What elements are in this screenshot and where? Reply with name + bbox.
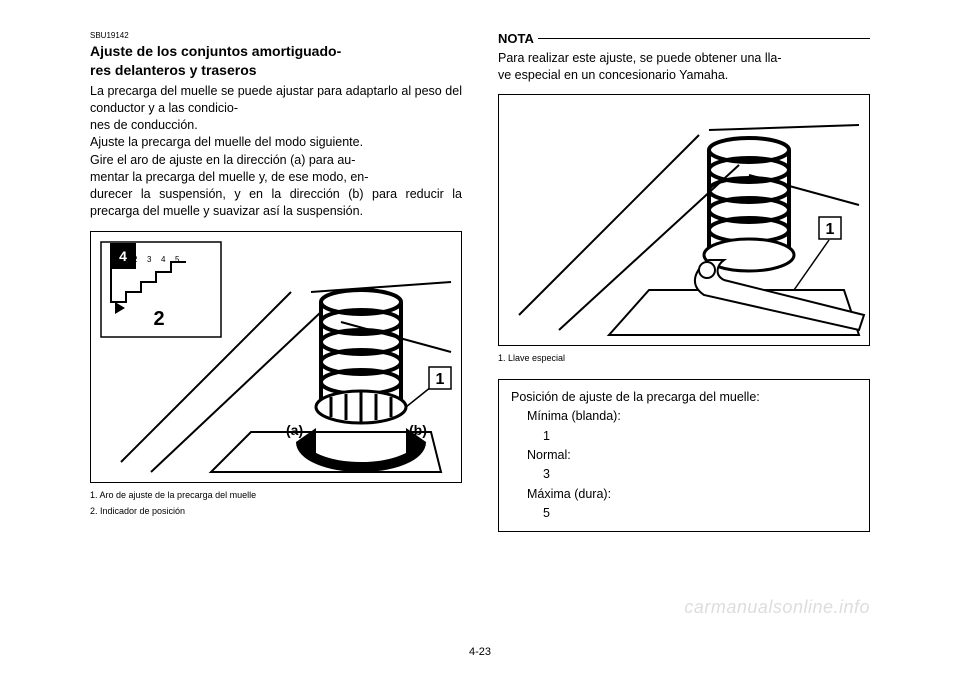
spec-box: Posición de ajuste de la precarga del mu… xyxy=(498,379,870,533)
page-number: 4-23 xyxy=(0,646,960,658)
watermark: carmanualsonline.info xyxy=(684,597,870,618)
paragraph: La precarga del muelle se puede ajustar … xyxy=(90,83,462,135)
spec-row-label: Mínima (blanda): xyxy=(527,407,857,426)
section-title: Ajuste de los conjuntos amortiguado- res… xyxy=(90,42,462,81)
doc-id: SBU19142 xyxy=(90,30,462,41)
paragraph: Ajuste la precarga del muelle del modo s… xyxy=(90,134,462,151)
svg-text:5: 5 xyxy=(175,255,180,264)
section-tab: 4 xyxy=(110,243,136,269)
svg-text:(b): (b) xyxy=(409,422,427,438)
spec-row-label: Máxima (dura): xyxy=(527,485,857,504)
special-wrench-illustration: 1 xyxy=(498,94,870,346)
spec-row-value: 3 xyxy=(543,465,857,484)
svg-text:3: 3 xyxy=(147,255,152,264)
spec-title: Posición de ajuste de la precarga del mu… xyxy=(511,388,857,407)
svg-text:(a): (a) xyxy=(286,422,303,438)
note-rule xyxy=(538,38,870,39)
svg-text:4: 4 xyxy=(161,255,166,264)
spec-row-value: 1 xyxy=(543,427,857,446)
two-column-layout: SBU19142 Ajuste de los conjuntos amortig… xyxy=(90,30,870,532)
note-text: Para realizar este ajuste, se puede obte… xyxy=(498,50,870,85)
spec-row-value: 5 xyxy=(543,504,857,523)
figure-left: 1 (a) (b) 1 2 3 4 5 xyxy=(90,231,462,483)
svg-text:1: 1 xyxy=(826,221,835,238)
right-column: NOTA Para realizar este ajuste, se puede… xyxy=(498,30,870,532)
manual-page: 4 SBU19142 Ajuste de los conjuntos amort… xyxy=(0,0,960,678)
spec-row-label: Normal: xyxy=(527,446,857,465)
left-column: SBU19142 Ajuste de los conjuntos amortig… xyxy=(90,30,462,532)
figure-caption: 2. Indicador de posición xyxy=(90,505,462,517)
spring-adjust-illustration: 1 (a) (b) 1 2 3 4 5 xyxy=(90,231,462,483)
figure-caption: 1. Llave especial xyxy=(498,352,870,364)
figure-caption: 1. Aro de ajuste de la precarga del muel… xyxy=(90,489,462,501)
paragraph: Gire el aro de ajuste en la dirección (a… xyxy=(90,152,462,221)
svg-text:2: 2 xyxy=(153,308,164,330)
note-label: NOTA xyxy=(498,30,538,48)
figure-right: 1 xyxy=(498,94,870,346)
svg-text:1: 1 xyxy=(436,371,445,388)
note-heading: NOTA xyxy=(498,30,870,48)
